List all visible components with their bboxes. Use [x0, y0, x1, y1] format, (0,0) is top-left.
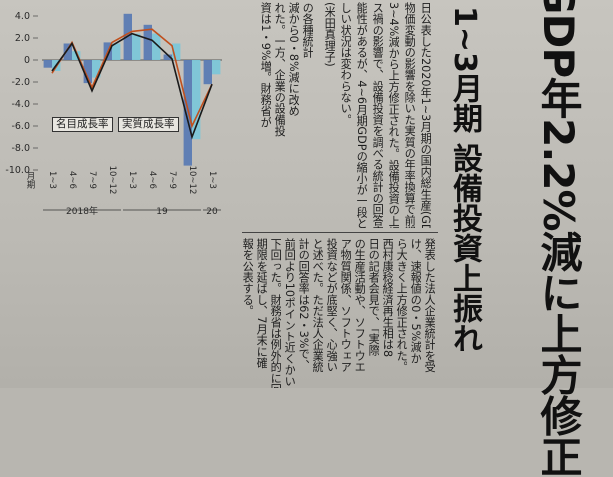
text-column: と述べた。ただ法人企業統 [312, 238, 324, 373]
text-column: 報を公表する。 [242, 238, 254, 317]
year-label: 20 [206, 207, 218, 217]
bar-real [132, 33, 141, 60]
text-column: 物価変動の影響を除いた実質の年率換算で前期比2.2%減となり [404, 2, 416, 228]
y-tick-label: -4.0 [11, 99, 30, 110]
sub-headline: 1~3月期 設備投資上振れ [447, 6, 482, 354]
text-column: 西村康稔経済再生相は8 [382, 238, 394, 358]
text-column: 資は1・9%増。財務省が [260, 2, 272, 128]
text-column: 投資などが底堅く、心強い [326, 238, 338, 373]
text-column: ら大きく上方修正された。 [396, 238, 408, 373]
bar-nominal [203, 60, 212, 85]
text-column: の生産活動や、ソフトウエ [354, 238, 366, 373]
text-column: 減から0・8%減に改め [288, 2, 300, 117]
text-column: ス禍の影響で、設備投資を調べる統計の回答率が低く、数値は実態よ [372, 2, 384, 228]
y-tick-label: -6.0 [11, 121, 30, 132]
x-tick-label: 7~9 [167, 171, 177, 189]
text-column: 3~4%減から上方修正された。設備投資の上振れが主因。ただ新型 [388, 2, 400, 228]
text-column: け、速報値の0・5%減か [410, 238, 422, 364]
bar-nominal [43, 60, 52, 68]
legend-nominal: 名目成長率 [52, 117, 113, 132]
bar-real [152, 33, 161, 60]
bar-real [192, 60, 201, 140]
bar-real [172, 43, 181, 60]
bar-real [212, 60, 221, 75]
bar-nominal [83, 60, 92, 84]
x-tick-label: 4~6 [147, 171, 157, 189]
x-axis-prefix: 月期 [25, 172, 35, 190]
year-label: 19 [156, 207, 168, 217]
column-divider [242, 232, 438, 233]
text-column: 能性があるが、4~6月期GDPの縮小が一段と深刻化しているのは変 [356, 2, 368, 228]
y-tick-label: 4.0 [15, 11, 30, 22]
text-column: (米田真理子) [324, 2, 336, 67]
bar-nominal [143, 24, 152, 60]
x-tick-label: 10~12 [107, 166, 117, 195]
text-column: 日の記者会見で、「実際 [368, 238, 380, 356]
bar-nominal [63, 43, 72, 60]
legend-nominal-label: 名目成長率 [56, 118, 109, 130]
x-tick-label: 1~3 [207, 171, 217, 189]
legend-real-label: 実質成長率 [122, 118, 175, 130]
text-column: 期限を延ばし、7月末に確 [256, 238, 268, 369]
text-column: 計の回答率は62・3%で、 [298, 238, 310, 371]
y-tick-label: -8.0 [11, 143, 30, 154]
x-tick-label: 1~3 [127, 171, 137, 189]
text-column: 日公表した2020年1~3月期の国内総生産(GDP、季節調整 [420, 2, 432, 228]
y-tick-label: -2.0 [11, 77, 30, 88]
text-column: 前回より10ポイント近くかい [284, 238, 296, 387]
text-column: の各種統計 [302, 2, 314, 58]
bar-nominal [183, 60, 192, 166]
line-real [51, 32, 213, 140]
bar-nominal [163, 54, 172, 60]
x-tick-label: 4~6 [67, 171, 77, 189]
legend-real: 実質成長率 [118, 117, 179, 132]
x-tick-label: 1~3 [47, 171, 57, 189]
x-tick-label: 7~9 [87, 171, 97, 189]
gdp-growth-chart: 4.0 2.0 0 -2.0 -4.0 -6.0 -8.0 -10.0 1~3 4~6 7~9 10~… [5, 11, 222, 217]
y-tick-label: 0 [24, 55, 30, 66]
text-column: ア物質関係、ソフトウェア [340, 238, 352, 373]
main-headline: GDP年2.2%減に上方修正 [534, 0, 583, 477]
y-tick-label: -10.0 [5, 165, 30, 176]
text-column: れた。一方、企業の設備投 [274, 2, 286, 137]
y-tick-label: 2.0 [15, 33, 30, 44]
bar-real [72, 51, 81, 60]
bar-real [92, 60, 101, 78]
year-label: 2018年 [66, 205, 98, 217]
text-column: しい状況は変わらない。 [340, 2, 352, 126]
text-column: 発表した法人企業統計を受 [424, 238, 436, 373]
text-column: 下回った。財務省は例外的に回答 [270, 238, 282, 388]
x-tick-label: 10~12 [187, 166, 197, 195]
bar-real [112, 43, 121, 60]
